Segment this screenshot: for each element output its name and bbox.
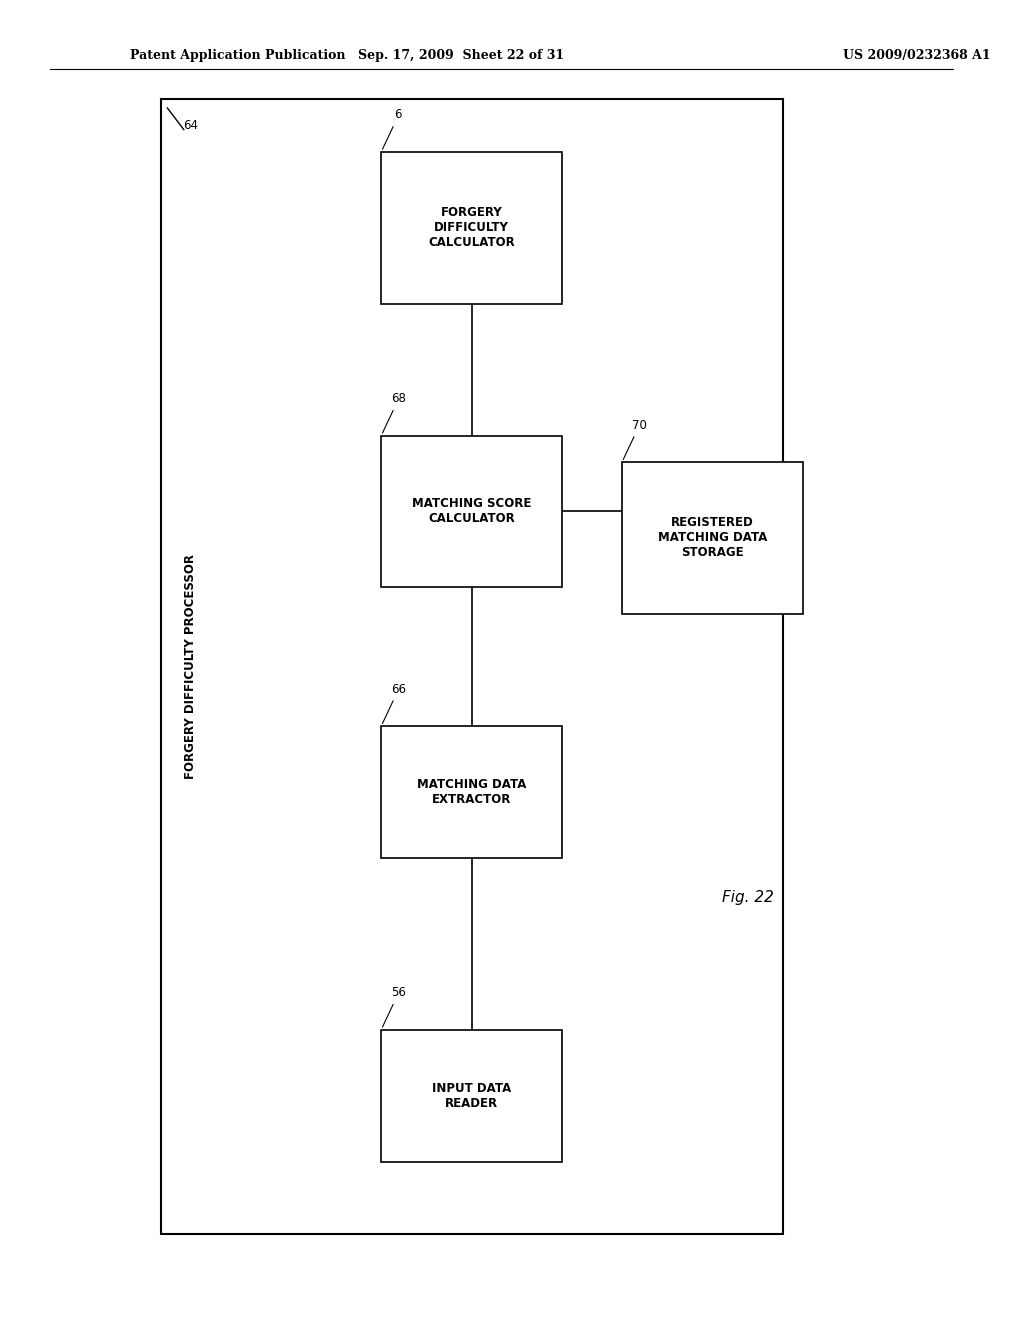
Text: FORGERY DIFFICULTY PROCESSOR: FORGERY DIFFICULTY PROCESSOR	[184, 554, 198, 779]
FancyBboxPatch shape	[381, 1030, 562, 1162]
FancyBboxPatch shape	[622, 462, 803, 614]
Text: MATCHING DATA
EXTRACTOR: MATCHING DATA EXTRACTOR	[417, 777, 526, 807]
Text: US 2009/0232368 A1: US 2009/0232368 A1	[843, 49, 990, 62]
Text: REGISTERED
MATCHING DATA
STORAGE: REGISTERED MATCHING DATA STORAGE	[657, 516, 767, 560]
FancyBboxPatch shape	[381, 726, 562, 858]
Text: INPUT DATA
READER: INPUT DATA READER	[432, 1081, 511, 1110]
Text: 70: 70	[632, 418, 646, 432]
FancyBboxPatch shape	[381, 152, 562, 304]
Text: 6: 6	[394, 108, 402, 121]
Text: 68: 68	[391, 392, 406, 405]
Text: Patent Application Publication: Patent Application Publication	[130, 49, 346, 62]
FancyBboxPatch shape	[381, 436, 562, 587]
FancyBboxPatch shape	[161, 99, 782, 1234]
Text: FORGERY
DIFFICULTY
CALCULATOR: FORGERY DIFFICULTY CALCULATOR	[428, 206, 515, 249]
Text: 64: 64	[183, 119, 198, 132]
Text: Sep. 17, 2009  Sheet 22 of 31: Sep. 17, 2009 Sheet 22 of 31	[358, 49, 564, 62]
Text: MATCHING SCORE
CALCULATOR: MATCHING SCORE CALCULATOR	[412, 498, 531, 525]
Text: 56: 56	[391, 986, 406, 999]
Text: 66: 66	[391, 682, 406, 696]
Text: Fig. 22: Fig. 22	[722, 890, 774, 906]
